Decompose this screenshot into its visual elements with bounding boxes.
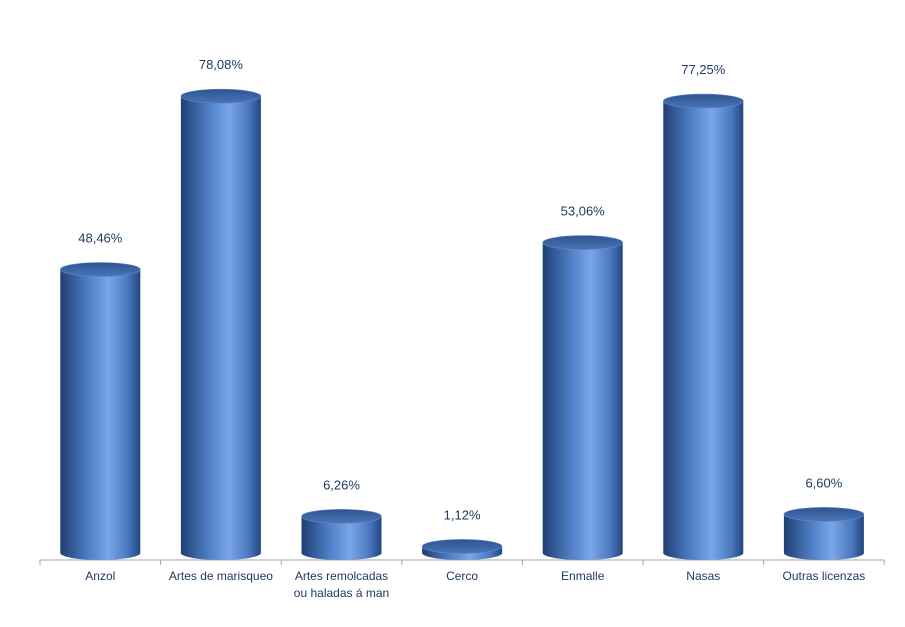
bar-top: [180, 88, 262, 104]
bar-4: [421, 539, 503, 560]
bar-5: [542, 235, 624, 560]
bar-body: [542, 242, 623, 560]
bar-body: [783, 514, 864, 560]
bar-body: [180, 96, 261, 561]
data-label: 1,12%: [444, 507, 481, 522]
data-label: 77,25%: [681, 62, 726, 77]
bar-body: [663, 101, 744, 561]
bar-body: [60, 269, 141, 560]
bar-top: [542, 235, 624, 250]
category-label: Enmalle: [561, 569, 605, 583]
category-label: Artes de marisqueo: [169, 569, 273, 583]
bar-top: [301, 509, 382, 524]
bar-7: [783, 507, 865, 560]
bar-3: [301, 509, 382, 560]
bar-top: [60, 262, 141, 277]
bar-1: [60, 262, 141, 560]
category-label: Outras licenzas: [783, 569, 866, 583]
bar-body: [301, 516, 382, 560]
category-label: Anzol: [85, 569, 115, 583]
category-label: ou haladas á man: [294, 586, 389, 600]
category-label: Cerco: [446, 569, 478, 583]
bar-6: [662, 93, 744, 561]
data-label: 78,08%: [199, 57, 244, 72]
data-label: 6,26%: [323, 477, 360, 492]
bar-top: [662, 93, 744, 109]
data-label: 48,46%: [78, 231, 123, 246]
category-label: Artes remolcadas: [295, 569, 388, 583]
bar-top: [783, 507, 865, 522]
category-label: Nasas: [686, 569, 720, 583]
data-label: 6,60%: [805, 475, 842, 490]
data-label: 53,06%: [561, 204, 606, 219]
bar-2: [180, 88, 262, 561]
bar-top: [421, 539, 503, 554]
